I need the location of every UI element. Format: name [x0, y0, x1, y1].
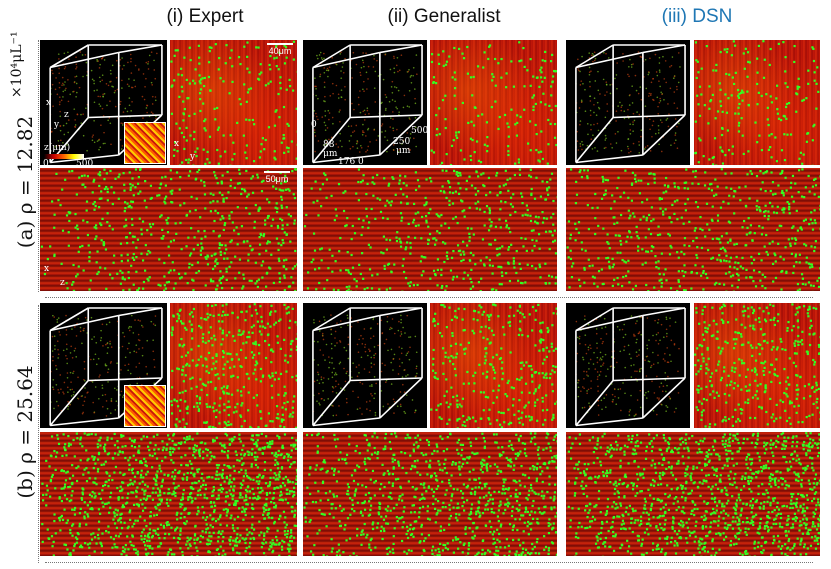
row-separator: [45, 297, 813, 298]
panel-a-expert-xz: 50μm x z: [40, 168, 297, 291]
axis-y-label-xy: y: [190, 152, 196, 162]
panel-b-expert-3d: [40, 303, 167, 428]
colorbar-min: 0: [43, 159, 49, 165]
dim-176: 176: [338, 157, 356, 165]
panel-a-expert-xy: 40μm x y: [170, 40, 297, 165]
row-b-bracket: [38, 305, 39, 563]
panel-b-expert-xz: [40, 432, 297, 556]
dim-500: 500: [411, 126, 427, 136]
row-label-a: (a) ρ = 12.82: [13, 115, 37, 249]
panel-b-dsn-xz: [566, 432, 820, 556]
panel-a-dsn-3d: [566, 40, 690, 165]
scale-bar-side: 50μm: [262, 171, 292, 184]
dim-0b: 0: [358, 157, 364, 165]
panel-b-generalist-xz: [303, 432, 557, 556]
panel-b-dsn-3d: [566, 303, 690, 428]
panel-a-generalist-xy: [430, 40, 557, 165]
inset-xy-slice: [124, 122, 166, 164]
cube-wireframe: [312, 44, 423, 164]
panel-b-generalist-xy: [430, 303, 557, 428]
axis-y-label: y: [54, 120, 60, 130]
row-label-b: (b) ρ = 25.64: [13, 365, 37, 499]
axis-x-label: x: [46, 98, 52, 108]
panel-b-generalist-3d: [303, 303, 427, 428]
cube-wireframe: [575, 44, 686, 164]
column-header-generalist: (ii) Generalist: [387, 6, 501, 27]
unit-label: ×10⁴μL⁻¹: [9, 31, 25, 98]
colorbar-max: 500: [76, 159, 94, 165]
cube-wireframe: [575, 307, 686, 427]
cube-wireframe: [49, 44, 163, 164]
panel-a-dsn-xz: [566, 168, 820, 291]
axis-z-label: z: [64, 110, 69, 120]
dim-250: 250: [393, 137, 411, 147]
column-header-dsn: (iii) DSN: [661, 6, 733, 27]
panel-b-expert-xy: [170, 303, 297, 428]
dim-0a: 0: [311, 120, 317, 130]
panel-b-dsn-xy: [694, 303, 820, 428]
axis-x-label-xz: x: [44, 264, 50, 274]
bottom-separator: [45, 562, 813, 563]
column-header-expert: (i) Expert: [166, 6, 244, 27]
dim-um1: μm: [323, 149, 338, 159]
colorbar: [44, 154, 84, 159]
axis-z-label-xz: z: [60, 278, 65, 288]
axis-x-label-xy: x: [174, 139, 180, 149]
panel-a-generalist-3d: 0 88 μm 176 0 250 μm 500: [303, 40, 427, 165]
inset-xy-slice: [124, 385, 166, 427]
panel-a-expert-3d: z(μm) 0 500 x z y: [40, 40, 167, 165]
dim-88: 88: [323, 140, 335, 150]
dim-um2: μm: [396, 146, 411, 156]
panel-a-dsn-xy: [694, 40, 820, 165]
row-a-bracket: [38, 40, 39, 292]
cube-wireframe: [312, 307, 423, 427]
panel-a-generalist-xz: [303, 168, 557, 291]
colorbar-label: z(μm): [44, 143, 71, 153]
scale-bar-top: 40μm: [265, 43, 295, 56]
